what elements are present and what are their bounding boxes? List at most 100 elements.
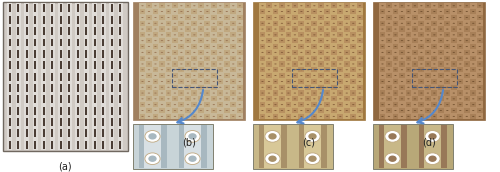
Bar xyxy=(26,84,28,92)
Bar xyxy=(178,79,184,84)
Bar xyxy=(211,3,216,8)
Ellipse shape xyxy=(226,110,228,111)
Ellipse shape xyxy=(320,110,322,111)
Bar xyxy=(272,73,278,78)
Ellipse shape xyxy=(226,46,228,47)
Bar xyxy=(178,44,184,49)
Bar xyxy=(85,129,87,137)
Bar xyxy=(159,96,165,101)
Bar xyxy=(34,141,36,149)
Ellipse shape xyxy=(440,110,442,111)
Bar xyxy=(298,26,304,32)
Ellipse shape xyxy=(385,153,400,165)
Bar xyxy=(17,73,20,80)
Ellipse shape xyxy=(161,5,163,6)
Bar xyxy=(432,38,438,43)
Bar xyxy=(26,61,28,69)
Ellipse shape xyxy=(268,87,270,88)
Ellipse shape xyxy=(306,69,309,70)
Bar xyxy=(451,3,456,8)
Bar xyxy=(298,56,304,61)
Ellipse shape xyxy=(306,52,309,53)
Bar xyxy=(260,96,266,101)
Bar xyxy=(477,102,482,107)
Bar xyxy=(272,3,278,8)
Bar xyxy=(218,85,223,90)
Bar xyxy=(451,32,456,37)
Ellipse shape xyxy=(440,40,442,41)
Bar xyxy=(380,102,386,107)
Ellipse shape xyxy=(226,5,228,6)
Bar xyxy=(272,102,278,107)
Ellipse shape xyxy=(352,87,354,88)
Ellipse shape xyxy=(186,116,189,117)
Ellipse shape xyxy=(180,46,182,47)
Ellipse shape xyxy=(174,11,176,12)
Bar xyxy=(42,61,45,69)
Bar xyxy=(172,114,178,119)
Ellipse shape xyxy=(478,116,481,117)
Bar xyxy=(312,108,318,113)
Ellipse shape xyxy=(428,155,436,162)
Ellipse shape xyxy=(232,5,234,6)
Bar xyxy=(444,102,450,107)
Ellipse shape xyxy=(226,104,228,105)
Ellipse shape xyxy=(459,11,462,12)
Bar xyxy=(146,15,152,20)
Bar xyxy=(224,15,230,20)
Ellipse shape xyxy=(313,87,316,88)
Bar xyxy=(42,95,45,103)
Ellipse shape xyxy=(466,23,468,24)
Bar xyxy=(298,96,304,101)
Ellipse shape xyxy=(478,104,481,105)
Bar xyxy=(350,79,356,84)
Ellipse shape xyxy=(478,46,481,47)
Ellipse shape xyxy=(352,69,354,70)
Ellipse shape xyxy=(148,11,150,12)
Bar xyxy=(470,61,476,67)
Bar xyxy=(84,3,89,150)
Ellipse shape xyxy=(148,87,150,88)
Ellipse shape xyxy=(274,23,276,24)
Bar xyxy=(211,67,216,72)
Ellipse shape xyxy=(414,46,416,47)
Bar xyxy=(464,56,469,61)
Ellipse shape xyxy=(161,81,163,82)
Bar xyxy=(432,32,438,37)
Bar xyxy=(146,26,152,32)
Bar xyxy=(470,3,476,8)
Bar xyxy=(338,108,343,113)
Bar xyxy=(264,125,281,168)
Ellipse shape xyxy=(332,87,335,88)
Ellipse shape xyxy=(388,133,396,139)
Ellipse shape xyxy=(401,52,403,53)
Bar xyxy=(392,26,398,32)
Bar xyxy=(451,38,456,43)
Bar xyxy=(218,9,223,14)
Ellipse shape xyxy=(388,23,390,24)
Bar xyxy=(230,102,236,107)
Ellipse shape xyxy=(426,17,429,18)
Bar xyxy=(76,16,79,24)
Bar xyxy=(305,26,311,32)
Bar xyxy=(324,38,330,43)
Ellipse shape xyxy=(478,87,481,88)
Ellipse shape xyxy=(154,5,156,6)
Ellipse shape xyxy=(388,81,390,82)
Bar xyxy=(418,9,424,14)
Bar xyxy=(438,38,444,43)
Bar xyxy=(338,21,343,26)
Ellipse shape xyxy=(161,34,163,35)
Bar xyxy=(344,44,350,49)
Bar xyxy=(425,85,431,90)
Bar xyxy=(380,3,483,119)
Bar xyxy=(279,50,285,55)
Bar xyxy=(8,107,11,115)
Bar xyxy=(272,96,278,101)
Bar xyxy=(380,56,386,61)
Ellipse shape xyxy=(420,11,422,12)
Bar xyxy=(477,15,482,20)
Bar xyxy=(159,44,165,49)
Bar xyxy=(17,50,20,58)
Bar xyxy=(312,90,318,96)
